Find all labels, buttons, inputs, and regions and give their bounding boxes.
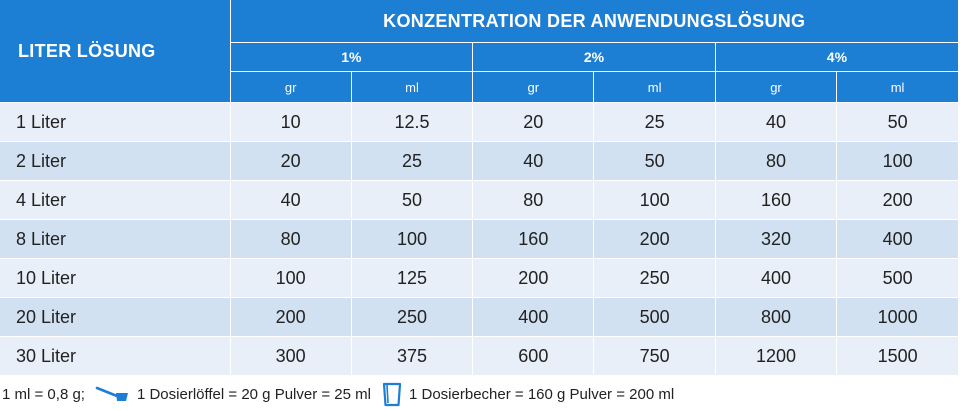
table-cell: 200 xyxy=(229,297,352,337)
table-row: 30 Liter 300 375 600 750 1200 1500 xyxy=(0,336,959,376)
unit-header: gr xyxy=(714,71,837,103)
concentration-4-header: 4% xyxy=(714,42,959,72)
row-label: 2 Liter xyxy=(0,141,230,181)
table-cell: 400 xyxy=(714,258,837,298)
table-cell: 100 xyxy=(229,258,352,298)
row-label: 4 Liter xyxy=(0,180,230,220)
table-cell: 320 xyxy=(714,219,837,259)
concentration-2-header: 2% xyxy=(472,42,716,72)
table-cell: 200 xyxy=(472,258,594,298)
table-row: 10 Liter 100 125 200 250 400 500 xyxy=(0,258,959,298)
table-cell: 200 xyxy=(836,180,959,220)
table-cell: 10 xyxy=(229,102,352,142)
table-cell: 250 xyxy=(350,297,473,337)
table-title: KONZENTRATION DER ANWENDUNGSLÖSUNG xyxy=(229,0,959,43)
unit-header: gr xyxy=(229,71,352,103)
table-cell: 300 xyxy=(229,336,352,376)
scoop-equivalence: 1 Dosierlöffel = 20 g Pulver = 25 ml xyxy=(136,385,371,403)
table-cell: 160 xyxy=(714,180,837,220)
row-label: 20 Liter xyxy=(0,297,230,337)
row-label: 1 Liter xyxy=(0,102,230,142)
table-cell: 12.5 xyxy=(350,102,473,142)
table-cell: 1500 xyxy=(836,336,959,376)
table-cell: 750 xyxy=(593,336,716,376)
table-cell: 50 xyxy=(350,180,473,220)
table-cell: 40 xyxy=(714,102,837,142)
table-row: 8 Liter 80 100 160 200 320 400 xyxy=(0,219,959,259)
table-cell: 250 xyxy=(593,258,716,298)
table-cell: 100 xyxy=(350,219,473,259)
table-cell: 100 xyxy=(836,141,959,181)
cup-equivalence: 1 Dosierbecher = 160 g Pulver = 200 ml xyxy=(409,385,675,403)
table-cell: 400 xyxy=(836,219,959,259)
table-cell: 40 xyxy=(472,141,594,181)
measuring-spoon-icon xyxy=(95,384,131,404)
table-cell: 20 xyxy=(472,102,594,142)
table-row: 20 Liter 200 250 400 500 800 1000 xyxy=(0,297,959,337)
table-cell: 40 xyxy=(229,180,352,220)
dosage-footnote: 1 ml = 0,8 g; 1 Dosierlöffel = 20 g Pulv… xyxy=(2,380,674,408)
table-cell: 600 xyxy=(472,336,594,376)
column-header-liter-loesung: LITER LÖSUNG xyxy=(0,0,230,103)
unit-header: ml xyxy=(350,71,473,103)
table-cell: 80 xyxy=(229,219,352,259)
table-cell: 25 xyxy=(350,141,473,181)
table-cell: 200 xyxy=(593,219,716,259)
table-cell: 50 xyxy=(836,102,959,142)
table-cell: 125 xyxy=(350,258,473,298)
row-label: 8 Liter xyxy=(0,219,230,259)
concentration-1-header: 1% xyxy=(229,42,473,72)
table-cell: 800 xyxy=(714,297,837,337)
table-cell: 20 xyxy=(229,141,352,181)
table-row: 4 Liter 40 50 80 100 160 200 xyxy=(0,180,959,220)
unit-header: gr xyxy=(472,71,594,103)
unit-header: ml xyxy=(593,71,716,103)
unit-header: ml xyxy=(836,71,959,103)
row-label: 30 Liter xyxy=(0,336,230,376)
measuring-cup-icon xyxy=(381,381,403,407)
table-cell: 80 xyxy=(714,141,837,181)
table-cell: 80 xyxy=(472,180,594,220)
table-cell: 500 xyxy=(836,258,959,298)
table-cell: 1000 xyxy=(836,297,959,337)
table-cell: 50 xyxy=(593,141,716,181)
row-label: 10 Liter xyxy=(0,258,230,298)
conversion-note: 1 ml = 0,8 g; xyxy=(2,385,85,403)
table-row: 2 Liter 20 25 40 50 80 100 xyxy=(0,141,959,181)
dosage-table: LITER LÖSUNG KONZENTRATION DER ANWENDUNG… xyxy=(0,0,959,376)
table-cell: 400 xyxy=(472,297,594,337)
table-cell: 1200 xyxy=(714,336,837,376)
table-cell: 500 xyxy=(593,297,716,337)
table-cell: 375 xyxy=(350,336,473,376)
table-cell: 160 xyxy=(472,219,594,259)
table-cell: 100 xyxy=(593,180,716,220)
table-cell: 25 xyxy=(593,102,716,142)
table-row: 1 Liter 10 12.5 20 25 40 50 xyxy=(0,102,959,142)
